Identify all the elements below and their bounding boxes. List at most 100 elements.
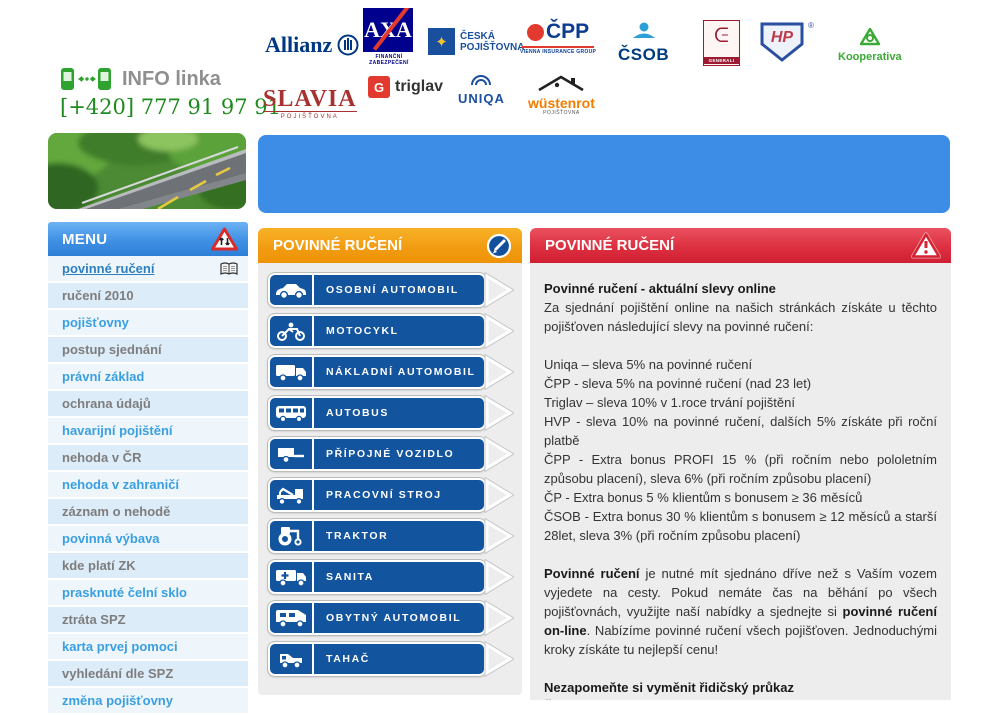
sidebar-item-prasknute-celni-sklo[interactable]: prasknuté čelní sklo	[48, 580, 248, 607]
phone-icon	[61, 68, 111, 90]
vehicle-button-nakladni-automobil[interactable]: NÁKLADNÍ AUTOMOBIL	[268, 354, 514, 390]
content-panel-body: Povinné ručení - aktuální slevy online Z…	[530, 263, 951, 700]
arrow-tip	[484, 600, 514, 636]
vehicle-selection-panel: POVINNÉ RUČENÍ OSOBNÍ AUTOMOBIL MOTOCYKL…	[258, 228, 522, 695]
license-heading: Nezapomeňte si vyměnit řidičský průkaz	[544, 680, 794, 695]
discount-line: ČSOB - Extra bonus 30 % klientům s bonus…	[544, 509, 937, 543]
axa-logo[interactable]: AXA FINANČNÍ ZABEZPEČENÍ	[363, 8, 415, 66]
sidebar-item-vyhledani-dle-spz[interactable]: vyhledání dle SPZ	[48, 661, 248, 688]
content-panel: POVINNÉ RUČENÍ Povinné ručení - aktuální…	[530, 228, 951, 700]
sidebar-item-pojistovny[interactable]: pojišťovny	[48, 310, 248, 337]
ceska-pojistovna-logo[interactable]: ✦ ČESKÁ POJIŠŤOVNA	[428, 28, 524, 55]
content-panel-title: POVINNÉ RUČENÍ	[545, 237, 675, 254]
car-icon	[270, 275, 314, 305]
wustenrot-roof-icon	[538, 75, 585, 92]
infoline-label: INFO linka	[122, 67, 221, 90]
vehicle-button-sanita[interactable]: SANITA	[268, 559, 514, 595]
sidebar-item-povinne-ruceni[interactable]: povinné ručení	[48, 256, 248, 283]
vehicle-button-obytny-automobil[interactable]: OBYTNÝ AUTOMOBIL	[268, 600, 514, 636]
vehicle-button-motocykl[interactable]: MOTOCYKL	[268, 313, 514, 349]
arrow-tip	[484, 354, 514, 390]
allianz-eagle-icon	[337, 34, 359, 56]
ambulance-icon	[270, 562, 314, 592]
arrow-tip	[484, 559, 514, 595]
cpp-red-bar	[522, 46, 595, 48]
motorcycle-icon	[270, 316, 314, 346]
allianz-logo[interactable]: Allianz	[265, 32, 359, 58]
svg-text:®: ®	[808, 21, 814, 30]
sidebar-item-ztrata-spz[interactable]: ztráta SPZ	[48, 607, 248, 634]
sidebar-item-nehoda-v-zahranici[interactable]: nehoda v zahraničí	[48, 472, 248, 499]
vehicle-buttons-list: OSOBNÍ AUTOMOBIL MOTOCYKL NÁKLADNÍ AUTOM…	[258, 263, 522, 695]
sidebar-item-karta-prvej-pomoci[interactable]: karta prvej pomoci	[48, 634, 248, 661]
arrow-tip	[484, 436, 514, 472]
kooperativa-knot-icon	[859, 27, 880, 46]
arrow-tip	[484, 477, 514, 513]
promo-banner[interactable]	[258, 135, 950, 213]
trailer-icon	[270, 439, 314, 469]
csob-logo[interactable]: ČSOB	[618, 22, 669, 65]
road-narrows-sign-icon	[211, 227, 238, 251]
csob-figure-icon	[632, 22, 655, 38]
pencil-icon	[486, 233, 512, 258]
arrow-tip	[484, 395, 514, 431]
vehicle-button-traktor[interactable]: TRAKTOR	[268, 518, 514, 554]
discount-line: ČPP - sleva 5% na povinné ručení (nad 23…	[544, 376, 812, 391]
hvp-emblem-icon: HP ®	[760, 21, 814, 62]
generali-logo[interactable]: ᕮ GENERALI	[703, 20, 740, 66]
uniqa-arcs-icon	[471, 75, 492, 86]
warning-triangle-icon	[911, 232, 941, 259]
sidebar-item-nehoda-v-cr[interactable]: nehoda v ČR	[48, 445, 248, 472]
sidebar-item-havarijni-pojisteni[interactable]: havarijní pojištění	[48, 418, 248, 445]
intro-paragraph: Za sjednání pojištění online na našich s…	[544, 300, 937, 334]
svg-text:HP: HP	[771, 29, 794, 46]
cpp-dot-icon	[526, 23, 544, 41]
uniqa-logo[interactable]: UNIQA	[458, 72, 505, 106]
vehicle-button-pripojne-vozidlo[interactable]: PŘÍPOJNÉ VOZIDLO	[268, 436, 514, 472]
discount-line: HVP - sleva 10% na povinné ručení, další…	[544, 414, 937, 448]
sidebar-item-ochrana-udaju[interactable]: ochrana údajů	[48, 391, 248, 418]
vehicle-button-osobni-automobil[interactable]: OSOBNÍ AUTOMOBIL	[268, 272, 514, 308]
sidebar-item-pravni-zaklad[interactable]: právní základ	[48, 364, 248, 391]
hvp-logo[interactable]: HP ®	[756, 18, 814, 69]
wustenrot-logo[interactable]: wüstenrot POJIŠŤOVNA	[528, 74, 595, 116]
menu-header: MENU	[48, 222, 248, 256]
arrow-tip	[484, 641, 514, 677]
truck-icon	[270, 357, 314, 387]
sidebar-menu: MENU povinné ručení ručení 2010 pojišťov…	[48, 222, 248, 715]
arrow-tip	[484, 313, 514, 349]
arrow-tip	[484, 272, 514, 308]
triglav-g-icon: G	[368, 76, 390, 98]
cpp-logo[interactable]: ČPP VIENNA INSURANCE GROUP	[520, 20, 597, 55]
camper-icon	[270, 603, 314, 633]
intro-heading: Povinné ručení - aktuální slevy online	[544, 281, 776, 296]
about-paragraph: Povinné ručení je nutné mít sjednáno dří…	[544, 566, 937, 657]
tractor-icon	[270, 521, 314, 551]
sidebar-item-ruceni-2010[interactable]: ručení 2010	[48, 283, 248, 310]
menu-title: MENU	[62, 230, 108, 248]
ceska-emblem-icon: ✦	[428, 28, 455, 55]
sidebar-item-postup-sjednani[interactable]: postup sjednání	[48, 337, 248, 364]
sidebar-item-zmena-pojistovny[interactable]: změna pojišťovny	[48, 688, 248, 715]
sidebar-item-zaznam-o-nehode[interactable]: záznam o nehodě	[48, 499, 248, 526]
semi-truck-icon	[270, 644, 314, 674]
info-line: INFO linka [+420] 777 91 97 91	[60, 66, 281, 120]
center-panel-title: POVINNÉ RUČENÍ	[273, 237, 403, 254]
work-machine-icon	[270, 480, 314, 510]
bus-icon	[270, 398, 314, 428]
triglav-logo[interactable]: G triglav	[368, 76, 443, 98]
arrow-tip	[484, 518, 514, 554]
generali-lion-icon: ᕮ	[714, 25, 729, 47]
content-panel-header: POVINNÉ RUČENÍ	[530, 228, 951, 263]
vehicle-button-autobus[interactable]: AUTOBUS	[268, 395, 514, 431]
slavia-logo[interactable]: SLAVIA POJIŠŤOVNA	[263, 86, 357, 120]
road-photo	[48, 133, 246, 209]
kooperativa-logo[interactable]: Kooperativa	[838, 27, 902, 63]
discount-line: ČP - Extra bonus 5 % klientům s bonusem …	[544, 490, 863, 505]
sidebar-item-povinna-vybava[interactable]: povinná výbava	[48, 526, 248, 553]
vehicle-button-pracovni-stroj[interactable]: PRACOVNÍ STROJ	[268, 477, 514, 513]
discount-line: ČPP - Extra bonus PROFI 15 % (při ročním…	[544, 452, 937, 486]
discount-line: Triglav – sleva 10% v 1.roce trvání poji…	[544, 395, 795, 410]
sidebar-item-kde-plati-zk[interactable]: kde platí ZK	[48, 553, 248, 580]
vehicle-button-tahac[interactable]: TAHAČ	[268, 641, 514, 677]
